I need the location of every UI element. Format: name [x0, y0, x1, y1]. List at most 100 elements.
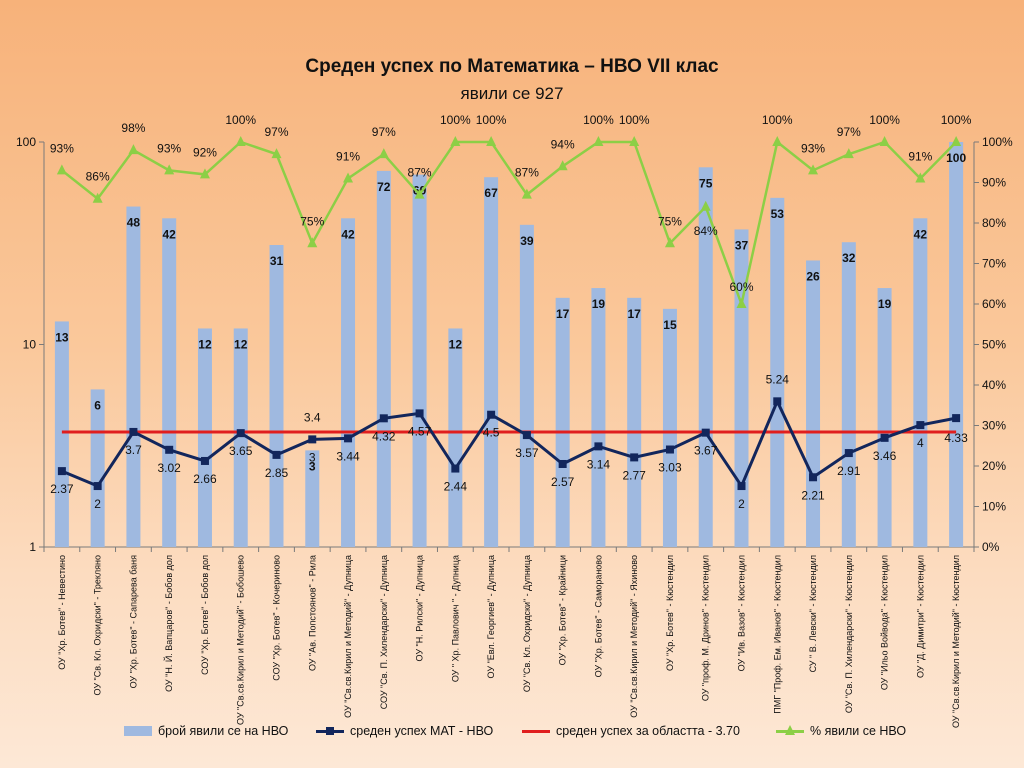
bar-data-label: 17 — [556, 307, 570, 321]
avg-score-marker — [487, 410, 496, 419]
attendance-pct-label: 100% — [619, 113, 650, 127]
category-label: ОУ "Н. Рилски" - Дупница — [415, 555, 425, 661]
category-label: ОУ "Хр. Ботев" - Крайници — [558, 555, 568, 665]
bar — [448, 328, 463, 547]
attendance-pct-label: 92% — [193, 145, 217, 159]
avg-score-label: 2.21 — [801, 488, 825, 502]
attendance-pct-label: 100% — [476, 113, 507, 127]
avg-score-marker — [200, 456, 209, 465]
attendance-pct-marker — [235, 136, 246, 146]
bar-data-label: 48 — [127, 216, 141, 230]
avg-score-label: 3.02 — [158, 461, 182, 475]
bar-data-label: 26 — [806, 269, 820, 283]
legend-label-avg: среден успех МАТ - НВО — [350, 724, 494, 738]
attendance-pct-marker — [486, 136, 497, 146]
avg-score-marker — [165, 445, 174, 454]
legend-label-region: среден успех за областта - 3.70 — [556, 724, 740, 738]
bar-data-label: 12 — [449, 337, 463, 351]
attendance-pct-marker — [128, 144, 139, 155]
attendance-pct-label: 75% — [658, 214, 682, 228]
avg-score-label: 3.65 — [229, 444, 253, 458]
attendance-pct-label: 84% — [694, 224, 718, 238]
attendance-pct-label: 94% — [551, 137, 575, 151]
y-right-tick-label: 60% — [982, 297, 1006, 311]
bar — [662, 308, 677, 547]
avg-score-marker — [665, 445, 674, 454]
bar-data-label: 42 — [341, 227, 355, 241]
category-label: ОУ "Св.св.Кирил и Методий" - Бобошево — [236, 555, 246, 725]
legend-avg-swatch — [316, 725, 344, 737]
category-label: ОУ "Св. Кл. Охридски" - Дупница — [522, 555, 532, 692]
category-label: ОУ "Хр. Ботев" - Кюстендил — [665, 555, 675, 671]
y-left-tick-label: 100 — [16, 135, 36, 149]
attendance-pct-marker — [808, 164, 819, 175]
avg-score-marker — [272, 450, 281, 459]
category-label: ОУ "Св. П. Хилендарски" - Кюстендил — [844, 555, 854, 713]
avg-score-label: 5.24 — [766, 372, 790, 386]
bar — [627, 297, 642, 547]
bar-data-label: 13 — [55, 330, 69, 344]
attendance-pct-label: 91% — [336, 149, 360, 163]
bar — [412, 174, 427, 547]
bar — [841, 242, 856, 547]
avg-score-marker — [773, 397, 782, 406]
avg-score-label: 3.46 — [873, 449, 897, 463]
avg-score-label: 3.67 — [694, 444, 718, 458]
category-label: ОУ "Св.св.Кирил и Методий" - Кюстендил — [951, 555, 961, 728]
category-label: ОУ "Св.св.Кирил и Методий" - Дупница — [343, 555, 353, 718]
avg-score-marker — [916, 421, 925, 430]
bar — [341, 218, 356, 547]
category-label: ОУ "проф. М. Дринов" - Кюстендил — [701, 555, 711, 701]
avg-score-label: 2.77 — [623, 468, 647, 482]
category-label: ОУ "Ав. Попстоянов" - Рила — [307, 555, 317, 671]
bar — [54, 321, 69, 547]
avg-score-marker — [236, 429, 245, 438]
bar — [162, 218, 177, 547]
attendance-pct-label: 100% — [440, 113, 471, 127]
attendance-pct-label: 100% — [583, 113, 614, 127]
bar — [233, 328, 248, 547]
bar-data-label: 42 — [163, 227, 177, 241]
bar — [698, 167, 713, 547]
avg-score-label: 3.14 — [587, 457, 611, 471]
attendance-pct-label: 75% — [300, 214, 324, 228]
bar — [734, 229, 749, 547]
attendance-pct-label: 100% — [941, 113, 972, 127]
category-label: СУ " В. Левски" - Кюстендил — [808, 555, 818, 672]
y-right-tick-label: 0% — [982, 540, 1000, 554]
attendance-pct-label: 100% — [869, 113, 900, 127]
attendance-pct-marker — [56, 164, 67, 175]
category-label: ОУ "Д. Димитри" - Кюстендил — [915, 555, 925, 678]
legend-label-bars: брой явили се на НВО — [158, 724, 289, 738]
category-label: ПМГ "Проф. Ем. Иванов" - Кюстендил — [772, 555, 782, 714]
attendance-pct-label: 97% — [264, 125, 288, 139]
bar-data-label: 3 — [309, 459, 316, 473]
attendance-pct-marker — [879, 136, 890, 146]
attendance-pct-label: 86% — [86, 170, 110, 184]
bar — [376, 170, 391, 547]
avg-score-marker — [737, 482, 746, 491]
avg-score-marker — [880, 433, 889, 442]
y-right-tick-label: 30% — [982, 419, 1006, 433]
bar — [269, 244, 284, 547]
category-label: ОУ "Евл. Георгиев" - Дупница — [486, 555, 496, 678]
avg-score-marker — [952, 414, 961, 423]
category-label: СОУ "Хр. Ботев" - Бобов дол — [200, 555, 210, 675]
y-right-tick-label: 40% — [982, 378, 1006, 392]
attendance-pct-label: 87% — [408, 166, 432, 180]
category-label: ОУ "Н. Й. Вапцаров" - Бобов дол — [163, 555, 174, 692]
avg-score-label: 3 — [309, 450, 316, 464]
bar-data-label: 72 — [377, 180, 391, 194]
attendance-pct-label: 93% — [157, 141, 181, 155]
bar-data-label: 12 — [234, 337, 248, 351]
attendance-pct-marker — [521, 188, 532, 199]
avg-score-label: 3.57 — [515, 446, 539, 460]
attendance-pct-marker — [307, 237, 318, 248]
attendance-pct-marker — [843, 148, 854, 159]
bar — [770, 197, 785, 547]
attendance-pct-marker — [736, 298, 747, 308]
bar — [90, 389, 105, 547]
bar-data-label: 53 — [771, 207, 785, 221]
bar — [555, 297, 570, 547]
legend-pct-swatch — [776, 725, 804, 737]
